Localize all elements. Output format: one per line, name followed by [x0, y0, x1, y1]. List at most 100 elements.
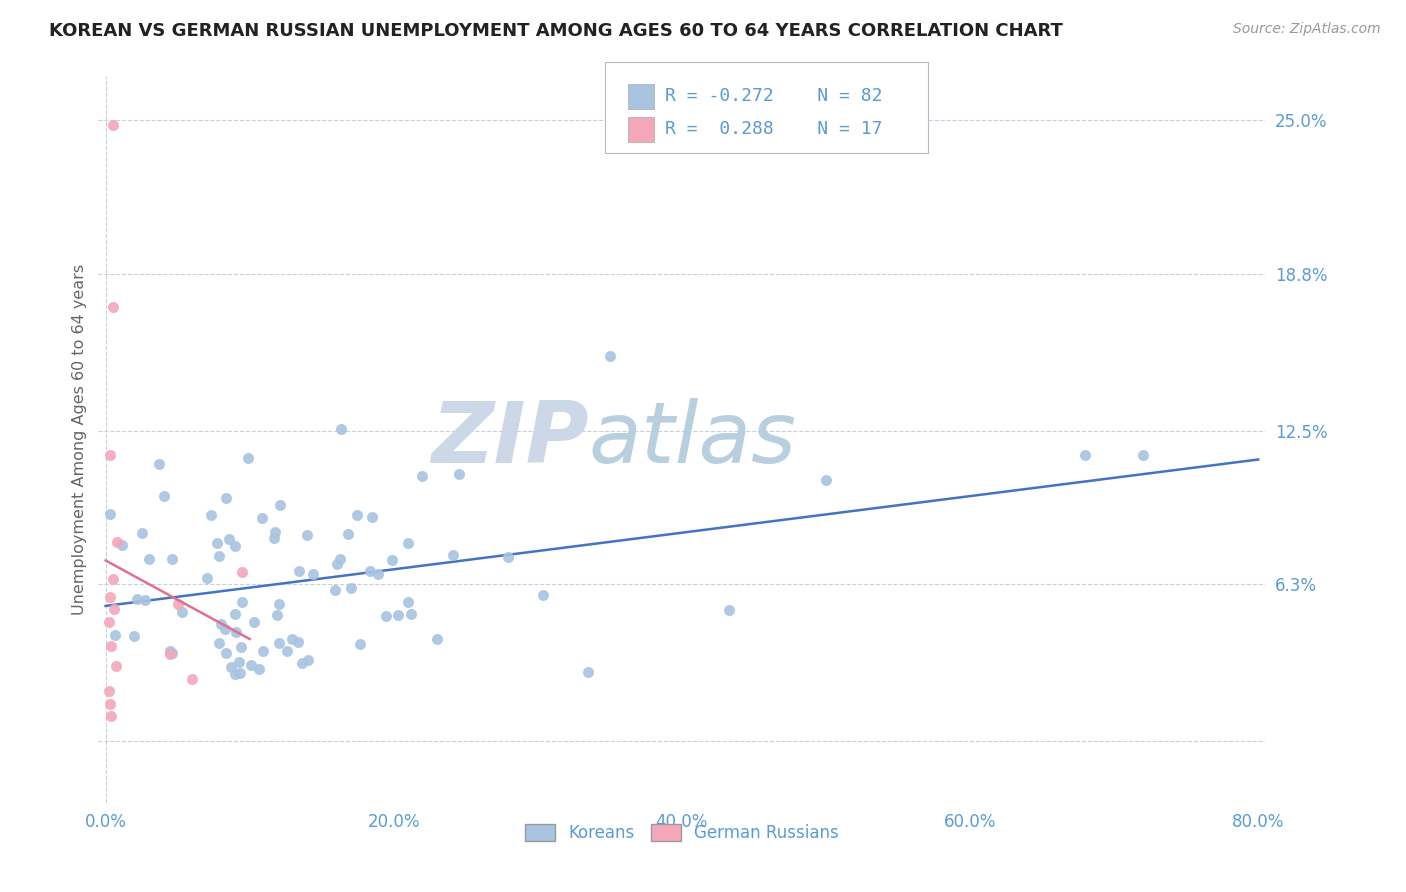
Point — [208, 549, 231, 563]
Point — [100, 640, 122, 654]
Point — [287, 564, 309, 578]
Text: Source: ZipAtlas.com: Source: ZipAtlas.com — [1233, 22, 1381, 37]
Point — [346, 508, 368, 522]
Point — [360, 509, 382, 524]
Point — [340, 581, 363, 595]
Text: ZIP: ZIP — [430, 398, 589, 481]
Point — [276, 644, 298, 658]
Point — [159, 644, 181, 658]
Point — [1132, 449, 1154, 463]
Point — [224, 607, 246, 622]
Point — [325, 558, 347, 572]
Point — [295, 528, 318, 542]
Point — [207, 536, 229, 550]
Point — [101, 300, 124, 314]
Point — [269, 498, 291, 512]
Point — [103, 602, 125, 616]
Point — [195, 571, 218, 585]
Point — [100, 709, 122, 723]
Text: atlas: atlas — [589, 398, 797, 481]
Point — [281, 632, 304, 647]
Point — [218, 532, 240, 546]
Point — [264, 524, 287, 539]
Point — [240, 657, 263, 672]
Point — [396, 595, 419, 609]
Point — [349, 637, 371, 651]
Point — [98, 449, 121, 463]
Point — [215, 646, 238, 660]
Point — [172, 605, 194, 619]
Point — [531, 588, 554, 602]
Point — [97, 615, 120, 629]
Point — [252, 511, 274, 525]
Point — [441, 548, 464, 562]
Point — [267, 636, 290, 650]
Point — [1074, 449, 1097, 463]
Point — [98, 697, 121, 711]
Point — [131, 525, 153, 540]
Point — [496, 550, 519, 565]
Point — [221, 660, 243, 674]
Point — [287, 635, 309, 649]
Point — [252, 644, 274, 658]
Point — [236, 451, 259, 466]
Point — [396, 536, 419, 550]
Point — [381, 553, 404, 567]
Point — [181, 672, 204, 686]
Point — [111, 538, 134, 552]
Point — [153, 489, 176, 503]
Point — [160, 551, 183, 566]
Y-axis label: Unemployment Among Ages 60 to 64 years: Unemployment Among Ages 60 to 64 years — [72, 264, 87, 615]
Point — [302, 567, 325, 582]
Point — [375, 609, 398, 624]
Point — [209, 616, 232, 631]
Point — [263, 531, 285, 545]
Point — [97, 684, 120, 698]
Text: KOREAN VS GERMAN RUSSIAN UNEMPLOYMENT AMONG AGES 60 TO 64 YEARS CORRELATION CHAR: KOREAN VS GERMAN RUSSIAN UNEMPLOYMENT AM… — [49, 22, 1063, 40]
Point — [231, 595, 253, 609]
Point — [105, 535, 128, 549]
Point — [599, 349, 621, 363]
Point — [411, 469, 433, 483]
Point — [127, 592, 149, 607]
Point — [208, 636, 231, 650]
Point — [814, 473, 837, 487]
Point — [214, 623, 236, 637]
Point — [576, 665, 599, 680]
Point — [148, 457, 170, 471]
Point — [104, 659, 127, 673]
Point — [224, 539, 246, 553]
Point — [200, 508, 222, 523]
Point — [243, 615, 266, 630]
Point — [134, 592, 156, 607]
Point — [247, 662, 270, 676]
Point — [291, 657, 314, 671]
Point — [325, 583, 347, 598]
Point — [138, 552, 160, 566]
Point — [224, 667, 246, 681]
Point — [447, 467, 470, 481]
Point — [215, 491, 238, 505]
Text: R = -0.272    N = 82: R = -0.272 N = 82 — [665, 87, 883, 105]
Point — [717, 602, 740, 616]
Point — [101, 573, 124, 587]
Point — [122, 629, 145, 643]
Point — [166, 597, 188, 611]
Point — [101, 119, 124, 133]
Point — [297, 653, 319, 667]
Point — [367, 566, 389, 581]
Point — [98, 590, 121, 604]
Point — [425, 632, 447, 646]
Point — [160, 646, 183, 660]
Point — [266, 607, 288, 622]
Point — [269, 598, 291, 612]
Point — [387, 608, 409, 623]
Point — [359, 564, 381, 578]
Point — [399, 607, 422, 622]
Point — [98, 507, 121, 521]
Text: R =  0.288    N = 17: R = 0.288 N = 17 — [665, 120, 883, 138]
Point — [228, 655, 250, 669]
Point — [225, 625, 247, 640]
Point — [104, 628, 127, 642]
Point — [231, 565, 253, 579]
